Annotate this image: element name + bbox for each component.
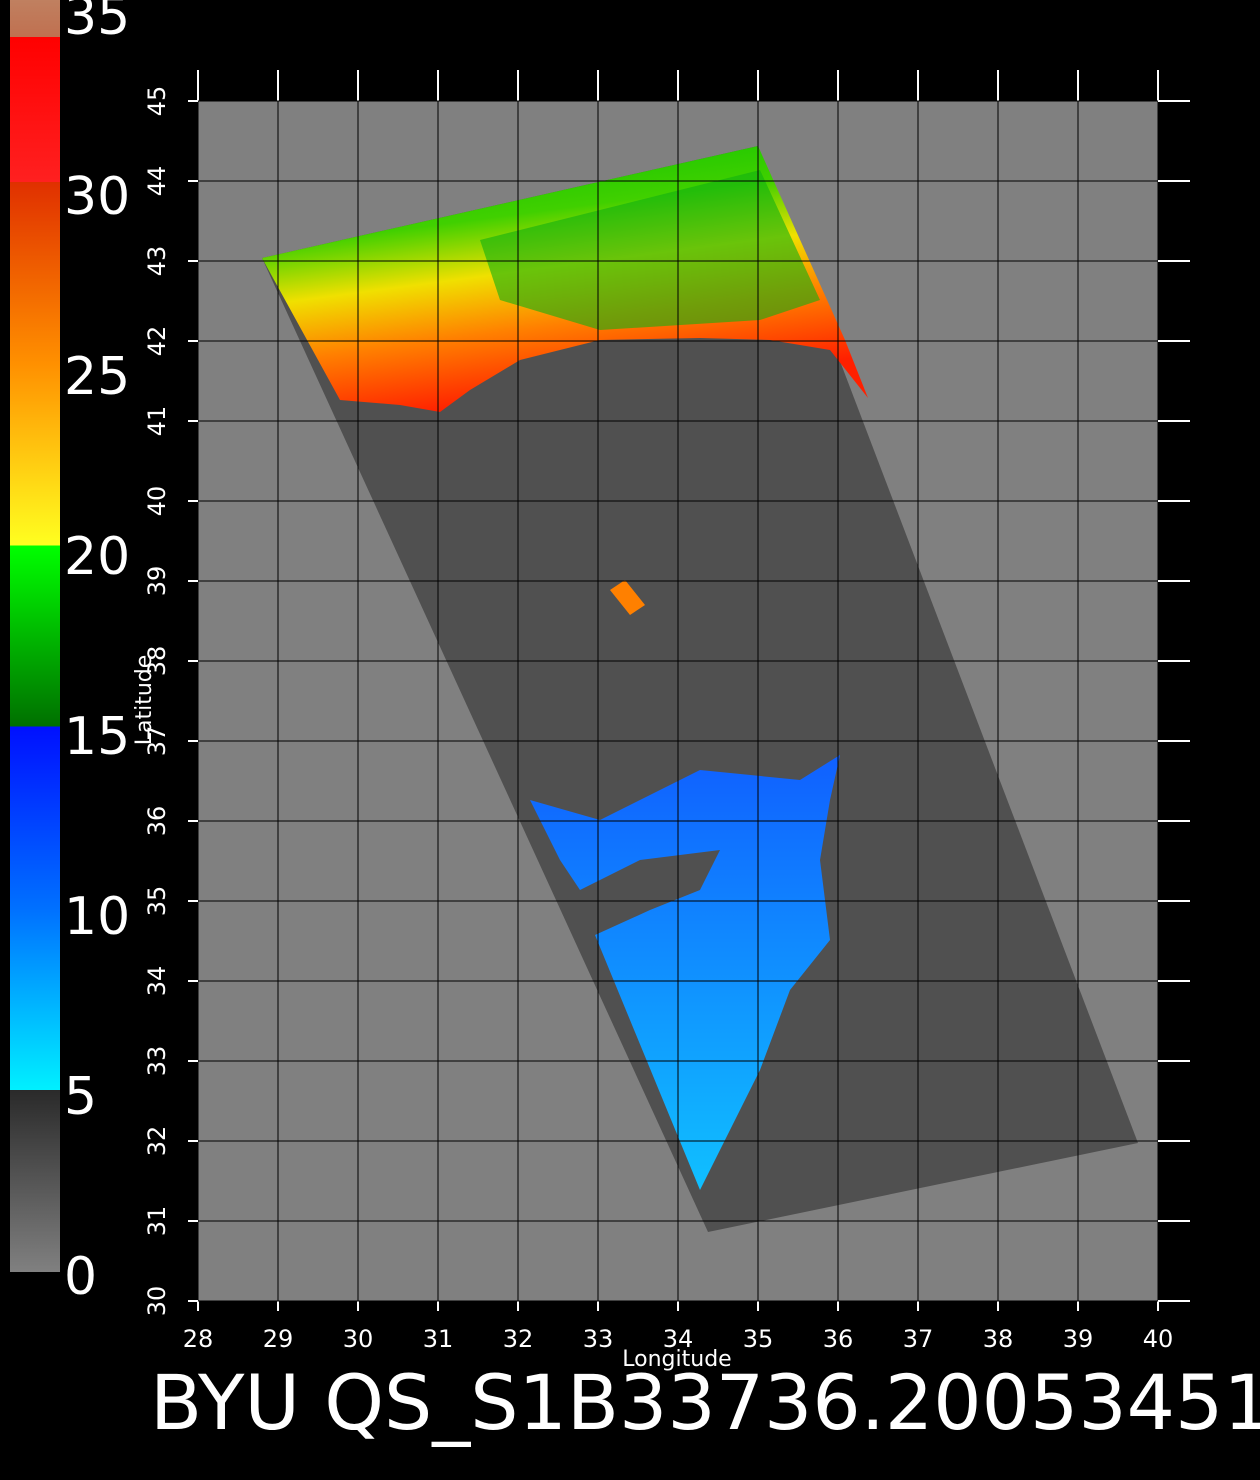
x-tick-label: 35 [743,1325,774,1353]
y-tick-label: 30 [143,1286,171,1317]
wind-field-south [530,755,840,1190]
colorbar-tick-label: 35 [64,0,130,47]
colorbar-tick-label: 0 [64,1247,97,1307]
y-tick-label: 31 [143,1206,171,1237]
colorbar-tick-label: 30 [64,167,130,227]
x-tick-label: 38 [983,1325,1014,1353]
x-tick-label: 40 [1143,1325,1174,1353]
y-tick-label: 44 [143,166,171,197]
x-tick-label: 37 [903,1325,934,1353]
y-tick-label: 37 [143,726,171,757]
colorbar-tick-label: 15 [64,707,130,767]
y-tick-label: 39 [143,566,171,597]
x-tick-label: 31 [423,1325,454,1353]
colorbar-tick-label: 5 [64,1067,97,1127]
wind-field-north-calm [480,170,820,330]
colorbar-tick-label: 10 [64,887,130,947]
wind-field-spot [610,580,645,615]
x-tick-label: 32 [503,1325,534,1353]
title: BYU QS_S1B33736.20053451 [150,1358,1260,1447]
y-tick-label: 36 [143,806,171,837]
x-tick-label: 29 [263,1325,294,1353]
y-axis-label: Latitude [132,655,157,746]
y-tick-label: 32 [143,1126,171,1157]
x-tick-label: 39 [1063,1325,1094,1353]
x-tick-label: 33 [583,1325,614,1353]
y-tick-label: 33 [143,1046,171,1077]
y-tick-label: 35 [143,886,171,917]
swath [262,146,1138,1232]
x-tick-label: 28 [183,1325,214,1353]
x-tick-label: 34 [663,1325,694,1353]
y-tick-label: 45 [143,86,171,117]
y-tick-label: 38 [143,646,171,677]
y-tick-label: 41 [143,406,171,437]
x-tick-label: 36 [823,1325,854,1353]
x-tick-label: 30 [343,1325,374,1353]
colorbar-tick-label: 20 [64,527,130,587]
y-tick-label: 40 [143,486,171,517]
colorbar [10,0,60,1272]
x-axis-label: Longitude [622,1347,731,1372]
y-tick-label: 42 [143,326,171,357]
y-tick-label: 34 [143,966,171,997]
y-tick-label: 43 [143,246,171,277]
colorbar-tick-label: 25 [64,347,130,407]
